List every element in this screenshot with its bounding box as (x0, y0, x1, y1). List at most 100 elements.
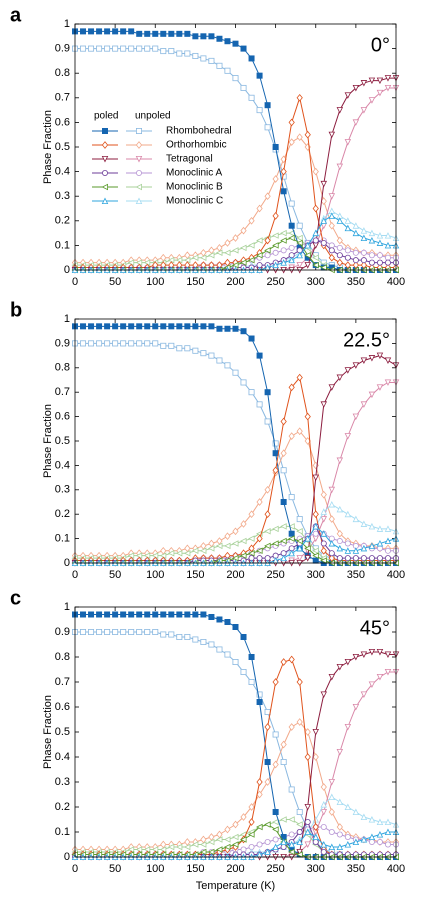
poled-marker (184, 30, 191, 37)
poled-marker (296, 829, 303, 836)
y-axis-title: Phase Fraction (42, 404, 54, 478)
poled-marker (312, 552, 319, 559)
poled-marker (168, 611, 175, 618)
x-tick-label: 50 (109, 276, 121, 288)
unpoled-marker (216, 830, 223, 839)
unpoled-marker (336, 823, 343, 831)
unpoled-marker (240, 379, 247, 386)
poled-marker (128, 611, 135, 618)
unpoled-marker (248, 216, 255, 225)
poled-marker (296, 544, 303, 552)
y-tick-label: 0.3 (55, 484, 70, 496)
unpoled-marker (336, 831, 343, 838)
unpoled-marker (224, 362, 231, 369)
unpoled-marker (312, 167, 319, 176)
poled-marker (104, 611, 111, 618)
unpoled-marker (112, 45, 119, 52)
poled-marker (328, 674, 336, 681)
unpoled-marker (240, 84, 247, 91)
poled-marker (280, 259, 287, 266)
poled-marker (272, 450, 279, 457)
poled-marker (248, 818, 255, 826)
y-tick-label: 0.2 (55, 215, 70, 227)
poled-marker (312, 729, 319, 736)
unpoled-marker (272, 440, 279, 447)
poled-marker (240, 45, 247, 52)
poled-marker (200, 323, 207, 330)
unpoled-marker (248, 94, 255, 101)
unpoled-marker (223, 249, 231, 257)
y-tick-label: 0.9 (55, 337, 70, 349)
unpoled-marker (288, 200, 295, 207)
poled-marker (248, 55, 255, 62)
poled-line (75, 95, 396, 269)
unpoled-marker (208, 246, 215, 255)
poled-marker (248, 549, 255, 557)
poled-marker (264, 821, 271, 828)
poled-marker (272, 809, 279, 816)
y-axis-title: Phase Fraction (42, 695, 54, 769)
unpoled-marker (191, 547, 199, 555)
poled-marker (144, 323, 151, 330)
poled-marker (208, 33, 215, 40)
unpoled-marker (207, 251, 215, 259)
poled-marker (207, 848, 215, 856)
unpoled-marker (208, 641, 215, 648)
poled-marker (224, 325, 231, 332)
poled-marker (80, 611, 87, 618)
poled-marker (216, 35, 223, 42)
x-tick-label: 250 (266, 569, 284, 581)
unpoled-marker (240, 520, 247, 528)
poled-marker (120, 611, 127, 618)
legend-marker (135, 197, 143, 205)
poled-marker (296, 537, 303, 545)
poled-marker (280, 167, 287, 176)
poled-marker (320, 546, 327, 555)
x-tick-label: 400 (387, 276, 405, 288)
poled-marker (336, 217, 344, 224)
poled-marker (360, 555, 367, 562)
poled-marker (120, 28, 127, 35)
angle-label: 0° (371, 34, 390, 56)
poled-marker (312, 242, 319, 249)
poled-marker (272, 242, 279, 249)
poled-marker (384, 241, 392, 249)
unpoled-line (75, 381, 396, 564)
poled-marker (112, 323, 119, 330)
unpoled-marker (288, 723, 295, 731)
unpoled-marker (384, 841, 391, 848)
poled-marker (88, 323, 95, 330)
unpoled-marker (232, 527, 239, 536)
unpoled-marker (384, 669, 392, 676)
poled-marker (96, 28, 103, 35)
unpoled-marker (368, 97, 376, 104)
x-tick-label: 50 (109, 863, 121, 875)
legend-marker (101, 155, 109, 163)
unpoled-marker (96, 340, 103, 347)
angle-label: 45° (360, 617, 390, 639)
unpoled-marker (376, 839, 383, 846)
unpoled-marker (336, 244, 343, 251)
poled-marker (320, 557, 327, 564)
poled-marker (352, 838, 360, 845)
y-tick-label: 0.5 (55, 141, 70, 153)
unpoled-marker (224, 239, 231, 247)
unpoled-marker (199, 841, 207, 848)
poled-marker (352, 362, 360, 369)
y-tick-label: 0.4 (55, 166, 70, 178)
unpoled-marker (312, 530, 319, 537)
unpoled-marker (352, 222, 360, 229)
poled-marker (352, 654, 360, 661)
poled-marker (360, 544, 368, 552)
unpoled-marker (312, 254, 319, 261)
poled-marker (223, 843, 231, 851)
poled-marker (232, 624, 239, 631)
unpoled-marker (88, 340, 95, 347)
unpoled-marker (360, 107, 368, 114)
legend-marker (101, 197, 109, 205)
unpoled-marker (80, 629, 87, 636)
poled-marker (88, 611, 95, 618)
poled-marker (128, 28, 135, 35)
poled-marker (312, 522, 319, 530)
y-tick-label: 0.4 (55, 751, 70, 763)
